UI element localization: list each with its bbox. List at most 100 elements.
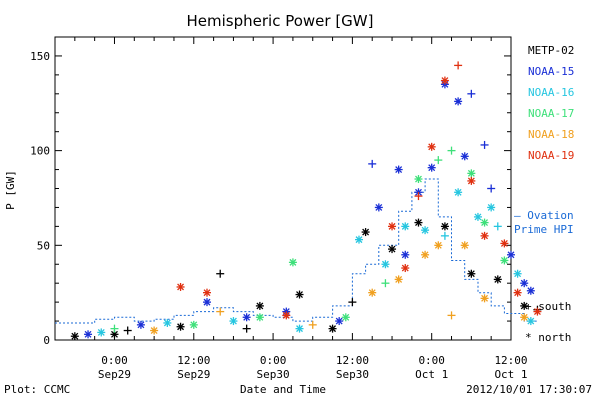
data-point — [467, 176, 476, 185]
data-point — [533, 307, 542, 316]
marker-legend-entry: + south — [525, 300, 571, 313]
x-tick-date: Oct 1 — [415, 368, 448, 381]
data-point — [520, 313, 529, 322]
data-point — [255, 301, 264, 310]
x-tick-time: 12:00 — [177, 354, 210, 367]
data-point — [401, 250, 410, 259]
data-point — [255, 313, 264, 322]
data-point — [216, 307, 225, 316]
data-point — [381, 279, 390, 288]
data-point — [394, 275, 403, 284]
data-point — [454, 61, 463, 70]
chart-title: Hemispheric Power [GW] — [187, 12, 374, 30]
data-point — [460, 241, 469, 250]
data-point — [368, 159, 377, 168]
data-point — [295, 324, 304, 333]
data-point — [341, 313, 350, 322]
data-point — [493, 222, 502, 231]
data-point — [421, 226, 430, 235]
legend: METP-02 NOAA-15 NOAA-16 NOAA-17 NOAA-18 NOAA-… — [528, 44, 574, 162]
data-point — [507, 250, 515, 259]
data-point — [328, 324, 337, 333]
y-tick-label: 150 — [30, 50, 50, 63]
legend-entry: METP-02 — [528, 44, 574, 57]
x-tick-date: Sep30 — [257, 368, 290, 381]
data-point — [388, 222, 397, 231]
ovation-line — [55, 178, 538, 324]
data-point — [480, 294, 489, 303]
ovation-legend-text: Prime HPI — [514, 223, 574, 236]
data-point — [434, 241, 443, 250]
data-point — [229, 317, 238, 326]
data-point — [427, 142, 436, 151]
data-point — [355, 235, 363, 244]
data-point — [467, 89, 476, 98]
data-point — [150, 326, 159, 335]
y-axis: 0 50 100 150 — [30, 36, 511, 347]
legend-entry: NOAA-19 — [528, 149, 574, 162]
data-point — [203, 288, 211, 297]
data-point — [136, 320, 145, 329]
data-point — [500, 239, 509, 248]
data-point — [97, 328, 106, 337]
x-tick-time: 0:00 — [418, 354, 445, 367]
x-axis-label: Date and Time — [240, 383, 326, 396]
data-point — [388, 245, 397, 254]
legend-entry: NOAA-17 — [528, 107, 574, 120]
data-point — [394, 165, 403, 174]
x-tick-time: 12:00 — [336, 354, 369, 367]
legend-entry: NOAA-15 — [528, 65, 574, 78]
data-point — [110, 324, 119, 333]
data-point — [123, 326, 132, 335]
x-tick-date: Sep30 — [336, 368, 369, 381]
data-point — [374, 203, 383, 212]
data-point — [454, 97, 463, 106]
data-point — [368, 288, 377, 297]
data-point — [282, 311, 291, 320]
x-tick-date: Sep29 — [98, 368, 131, 381]
data-point — [480, 231, 489, 240]
data-point — [500, 256, 509, 265]
data-point — [421, 250, 430, 259]
data-point — [401, 264, 410, 273]
data-point — [513, 288, 522, 297]
x-tick-time: 12:00 — [494, 354, 527, 367]
timestamp: 2012/10/01 17:30:07 — [466, 383, 592, 396]
data-point — [414, 192, 423, 201]
data-point — [427, 163, 436, 172]
data-point — [526, 317, 535, 326]
data-point — [70, 332, 79, 341]
data-point — [176, 322, 185, 331]
legend-entry: NOAA-18 — [528, 128, 574, 141]
data-point — [176, 282, 185, 291]
data-point — [454, 188, 463, 197]
y-axis-label: P [GW] — [4, 170, 17, 210]
y-tick-label: 100 — [30, 145, 50, 158]
data-point — [460, 152, 469, 161]
data-point — [440, 231, 449, 240]
data-point — [487, 184, 496, 193]
data-point — [163, 318, 172, 327]
data-point — [414, 218, 423, 227]
marker-legend: + south * north — [525, 300, 571, 344]
y-tick-label: 0 — [43, 334, 50, 347]
data-point — [381, 260, 390, 269]
data-point — [401, 222, 410, 231]
data-point — [189, 320, 198, 329]
x-tick-time: 0:00 — [101, 354, 128, 367]
data-point — [242, 313, 251, 322]
data-point — [295, 290, 304, 299]
x-tick-date: Sep29 — [177, 368, 210, 381]
data-point — [520, 301, 529, 310]
data-point — [493, 275, 502, 284]
data-point — [203, 298, 211, 307]
data-point — [308, 320, 317, 329]
data-point — [440, 222, 449, 231]
data-point — [242, 324, 251, 333]
data-point — [447, 146, 456, 155]
data-point — [513, 269, 522, 278]
data-point — [467, 269, 476, 278]
plot-credit: Plot: CCMC — [4, 383, 70, 396]
